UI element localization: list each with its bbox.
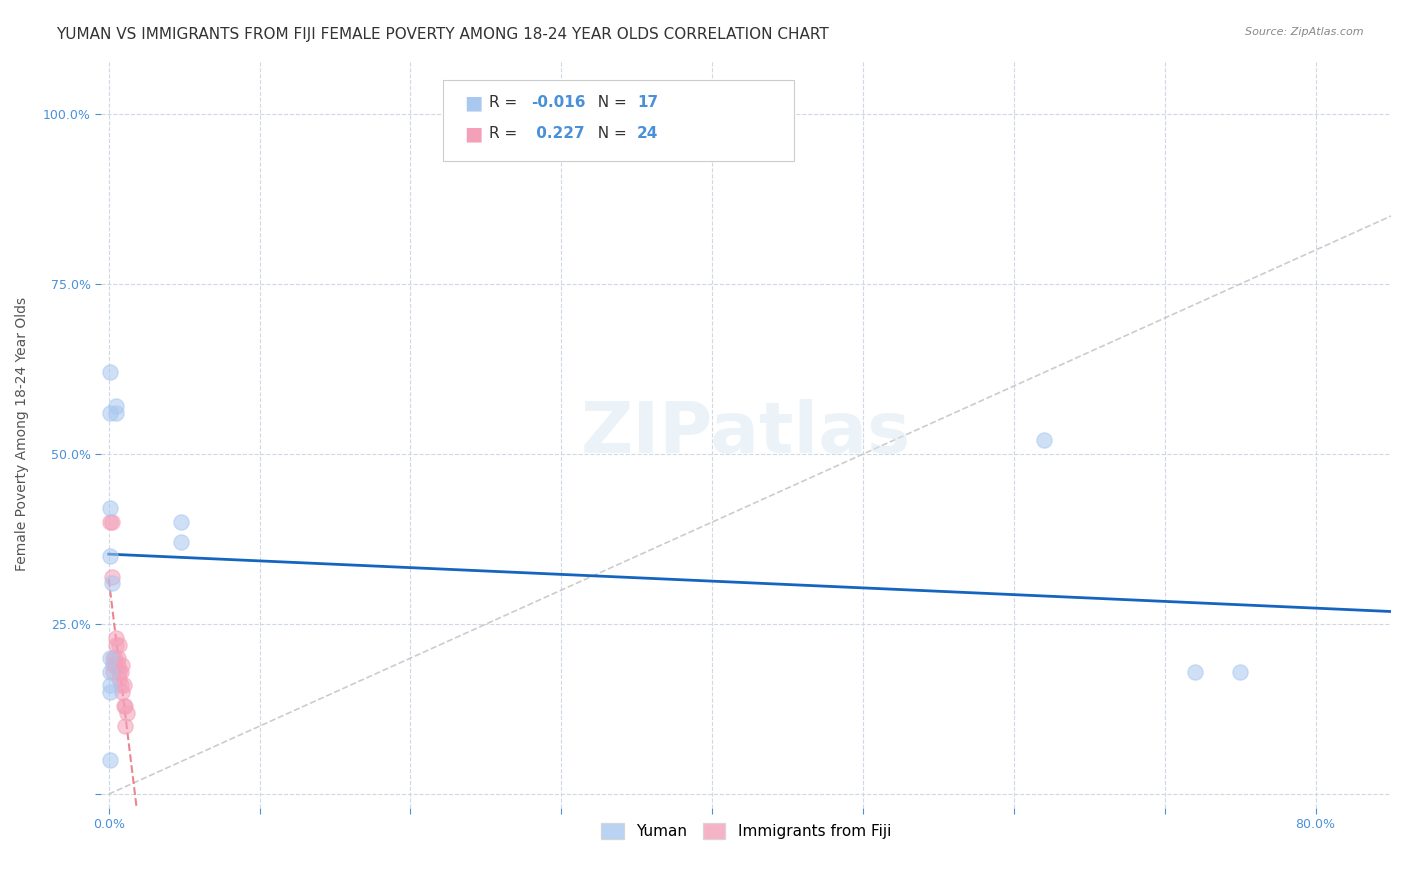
Point	[98, 515, 121, 529]
Point	[111, 657, 134, 672]
Point	[98, 665, 121, 679]
Text: ■: ■	[464, 124, 482, 144]
Point	[115, 706, 138, 720]
Point	[1033, 434, 1056, 448]
Text: Source: ZipAtlas.com: Source: ZipAtlas.com	[1246, 27, 1364, 37]
Point	[111, 685, 134, 699]
Point	[104, 651, 127, 665]
Point	[98, 678, 121, 692]
Point	[114, 698, 136, 713]
Point	[110, 678, 132, 692]
Point	[100, 576, 122, 591]
Point	[108, 672, 131, 686]
Point	[105, 638, 128, 652]
Point	[98, 501, 121, 516]
Text: N =: N =	[588, 127, 631, 141]
Text: ■: ■	[464, 93, 482, 112]
Point	[107, 651, 129, 665]
Point	[105, 406, 128, 420]
Text: 17: 17	[637, 95, 658, 110]
Point	[107, 657, 129, 672]
Text: R =: R =	[489, 127, 523, 141]
Legend: Yuman, Immigrants from Fiji: Yuman, Immigrants from Fiji	[595, 817, 897, 845]
Point	[1229, 665, 1251, 679]
Point	[100, 515, 122, 529]
Point	[98, 753, 121, 767]
Y-axis label: Female Poverty Among 18-24 Year Olds: Female Poverty Among 18-24 Year Olds	[15, 297, 30, 571]
Text: -0.016: -0.016	[531, 95, 586, 110]
Text: N =: N =	[588, 95, 631, 110]
Point	[114, 719, 136, 733]
Point	[98, 685, 121, 699]
Point	[170, 535, 193, 549]
Text: YUMAN VS IMMIGRANTS FROM FIJI FEMALE POVERTY AMONG 18-24 YEAR OLDS CORRELATION C: YUMAN VS IMMIGRANTS FROM FIJI FEMALE POV…	[56, 27, 830, 42]
Point	[103, 665, 125, 679]
Point	[108, 638, 131, 652]
Point	[112, 698, 135, 713]
Point	[98, 366, 121, 380]
Text: 0.227: 0.227	[531, 127, 585, 141]
Point	[170, 515, 193, 529]
Point	[105, 631, 128, 645]
Point	[98, 406, 121, 420]
Text: 24: 24	[637, 127, 658, 141]
Point	[103, 651, 125, 665]
Text: R =: R =	[489, 95, 523, 110]
Point	[104, 657, 127, 672]
Point	[1184, 665, 1206, 679]
Point	[108, 665, 131, 679]
Point	[110, 665, 132, 679]
Point	[105, 400, 128, 414]
Point	[100, 569, 122, 583]
Point	[98, 651, 121, 665]
Point	[112, 678, 135, 692]
Point	[103, 657, 125, 672]
Point	[98, 549, 121, 563]
Text: ZIPatlas: ZIPatlas	[581, 400, 911, 468]
